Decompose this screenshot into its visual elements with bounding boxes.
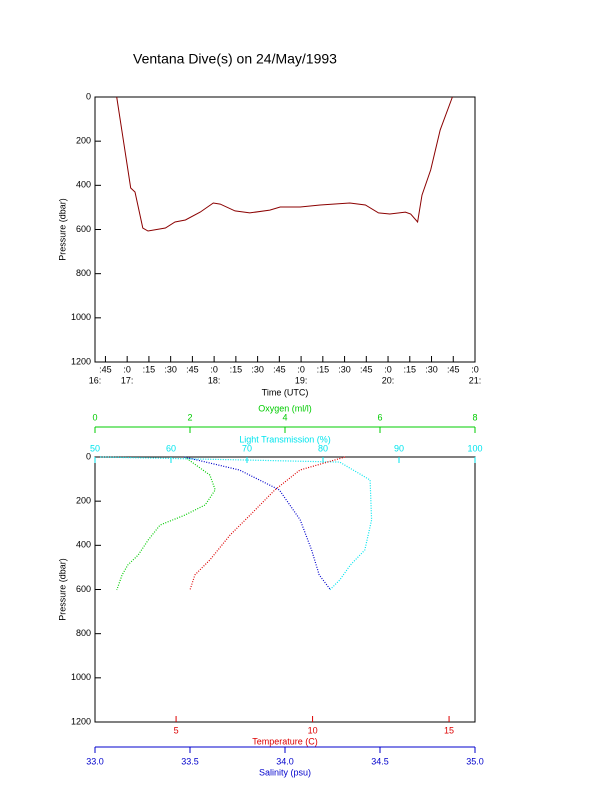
- x-tick-label: :45: [273, 364, 286, 374]
- x-tick-label: 33.5: [181, 756, 199, 766]
- x-tick-label: 80: [318, 443, 328, 453]
- x-tick-label: 90: [394, 443, 404, 453]
- dive-profile: [116, 96, 453, 232]
- y-tick-label: 800: [76, 268, 91, 278]
- y-tick-label: 1200: [71, 356, 91, 366]
- x-tick-label: :15: [143, 364, 156, 374]
- x-tick-label: :0: [384, 364, 392, 374]
- y-tick-label: 0: [86, 91, 91, 101]
- x-tick-label: 34.5: [371, 756, 389, 766]
- cast-profile: [189, 456, 346, 591]
- page-title: Ventana Dive(s) on 24/May/1993: [133, 51, 337, 67]
- x-tick-label: :45: [360, 364, 373, 374]
- x-tick-label: 60: [166, 443, 176, 453]
- x-axis-title: Oxygen (ml/l): [258, 403, 312, 413]
- y-tick-label: 800: [76, 628, 91, 638]
- cast-profile: [184, 456, 332, 591]
- plot-frame: [94, 456, 476, 723]
- x-tick-label: 15: [444, 725, 454, 735]
- x-axis-title: Light Transmission (%): [239, 434, 331, 444]
- y-tick-label: 200: [76, 496, 91, 506]
- x-tick-label: :30: [164, 364, 177, 374]
- x-tick-label: 10: [308, 725, 318, 735]
- hour-label: 18:: [208, 375, 221, 385]
- x-tick-label: :0: [297, 364, 305, 374]
- x-tick-label: :15: [230, 364, 243, 374]
- x-tick-label: :15: [404, 364, 417, 374]
- x-axis-title: Salinity (psu): [259, 767, 311, 777]
- x-tick-label: :30: [251, 364, 264, 374]
- y-axis-title: Pressure (dbar): [57, 558, 67, 621]
- x-axis-title: Time (UTC): [262, 387, 309, 397]
- cast-profile: [100, 456, 373, 591]
- hour-label: 17:: [121, 375, 134, 385]
- x-tick-label: :0: [471, 364, 479, 374]
- hour-label: 21:: [469, 375, 482, 385]
- x-tick-label: :45: [186, 364, 199, 374]
- y-axis-title: Pressure (dbar): [57, 198, 67, 261]
- x-tick-label: 4: [282, 412, 287, 422]
- x-tick-label: 5: [174, 725, 179, 735]
- x-tick-label: :15: [317, 364, 330, 374]
- y-tick-label: 400: [76, 180, 91, 190]
- y-tick-label: 200: [76, 136, 91, 146]
- x-tick-label: 0: [92, 412, 97, 422]
- y-tick-label: 600: [76, 584, 91, 594]
- y-tick-label: 1200: [71, 716, 91, 726]
- x-tick-label: :30: [425, 364, 438, 374]
- hour-label: 20:: [382, 375, 395, 385]
- x-tick-label: 6: [377, 412, 382, 422]
- x-tick-label: 34.0: [276, 756, 294, 766]
- x-tick-label: 35.0: [466, 756, 484, 766]
- y-tick-label: 600: [76, 224, 91, 234]
- x-tick-label: 100: [467, 443, 482, 453]
- x-axis-title: Temperature (C): [252, 736, 318, 746]
- plot-frame: [94, 96, 476, 363]
- x-tick-label: :45: [447, 364, 460, 374]
- x-tick-label: :30: [338, 364, 351, 374]
- hour-label: 16:: [89, 375, 102, 385]
- x-tick-label: :45: [99, 364, 112, 374]
- y-tick-label: 1000: [71, 672, 91, 682]
- y-tick-label: 400: [76, 540, 91, 550]
- x-tick-label: :0: [123, 364, 131, 374]
- y-tick-label: 0: [86, 451, 91, 461]
- x-tick-label: 70: [242, 443, 252, 453]
- y-tick-label: 1000: [71, 312, 91, 322]
- x-tick-label: 50: [90, 443, 100, 453]
- x-tick-label: 2: [187, 412, 192, 422]
- hour-label: 19:: [295, 375, 308, 385]
- x-tick-label: 33.0: [86, 756, 104, 766]
- x-tick-label: :0: [210, 364, 218, 374]
- x-tick-label: 8: [472, 412, 477, 422]
